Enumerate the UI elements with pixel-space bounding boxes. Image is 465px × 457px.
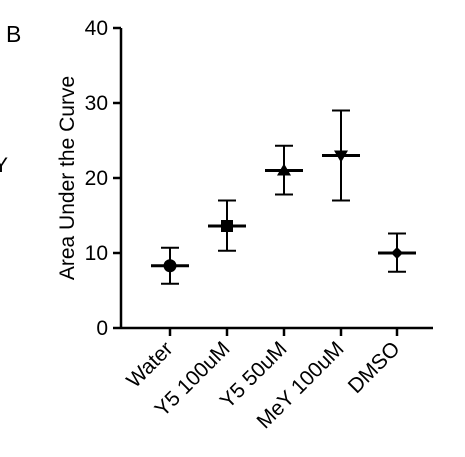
data-group — [208, 199, 246, 252]
edge-fragment-text: Y — [0, 154, 8, 177]
marker-triangle-down — [334, 150, 348, 163]
data-group — [265, 144, 303, 196]
data-group — [151, 246, 189, 285]
y-axis-label: Area Under the Curve — [56, 76, 79, 280]
x-tick-label: DMSO — [344, 337, 405, 398]
panel-label: B — [6, 21, 21, 47]
marker-square — [221, 220, 233, 232]
y-tick-label: 20 — [85, 167, 108, 190]
y-tick-label: 10 — [85, 242, 108, 265]
marker-diamond — [391, 247, 403, 259]
data-marks — [151, 109, 416, 285]
y-tick-label: 30 — [85, 92, 108, 115]
x-tick-label: Water — [122, 337, 177, 392]
marker-circle — [163, 259, 177, 273]
data-group — [378, 232, 416, 273]
marker-triangle-up — [277, 163, 291, 176]
y-axis: 0 10 20 30 40 — [85, 17, 123, 340]
data-group — [322, 109, 360, 202]
y-tick-label: 0 — [96, 317, 108, 340]
y-tick-label: 40 — [85, 17, 108, 40]
